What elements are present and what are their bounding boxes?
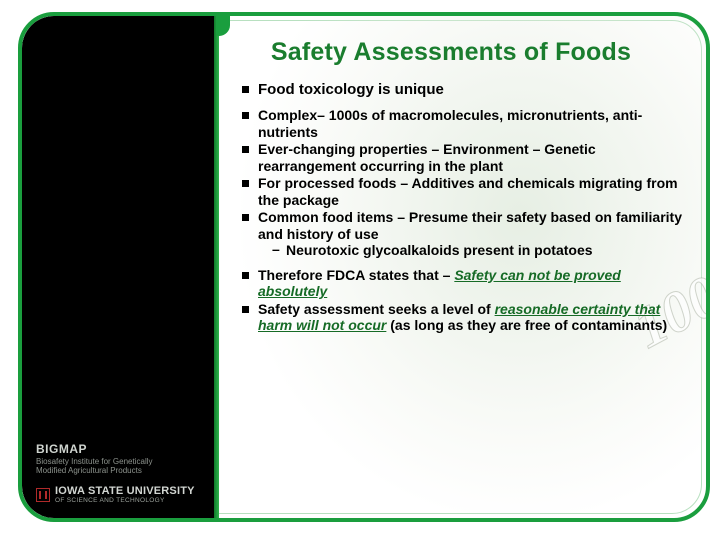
list-item: Complex– 1000s of macromolecules, micron… bbox=[242, 107, 686, 140]
list-item-text: Safety assessment seeks a level of bbox=[258, 301, 495, 317]
bigmap-sub-line2: Modified Agricultural Products bbox=[36, 466, 142, 475]
corner-notch bbox=[216, 16, 230, 36]
slide-frame: 100 BIGMAP Biosafety Institute for Genet… bbox=[18, 12, 710, 522]
list-item-text: Therefore FDCA states that – bbox=[258, 267, 454, 283]
list-item: Ever-changing properties – Environment –… bbox=[242, 141, 686, 174]
heading-bullet: Food toxicology is unique bbox=[242, 81, 686, 99]
bullet-group-b: Therefore FDCA states that – Safety can … bbox=[232, 267, 686, 334]
bigmap-subtitle: Biosafety Institute for Genetically Modi… bbox=[36, 457, 195, 475]
list-item: Therefore FDCA states that – Safety can … bbox=[242, 267, 686, 300]
bigmap-sub-line1: Biosafety Institute for Genetically bbox=[36, 457, 153, 466]
isu-logo-row: IOWA STATE UNIVERSITY OF SCIENCE AND TEC… bbox=[36, 485, 195, 504]
slide-title: Safety Assessments of Foods bbox=[232, 38, 686, 67]
list-item: Common food items – Presume their safety… bbox=[242, 209, 686, 259]
sub-bullet-list: Neurotoxic glycoalkaloids present in pot… bbox=[258, 242, 686, 259]
isu-subtitle: OF SCIENCE AND TECHNOLOGY bbox=[55, 497, 195, 504]
sub-list-item: Neurotoxic glycoalkaloids present in pot… bbox=[272, 242, 686, 259]
left-panel-edge bbox=[214, 16, 219, 518]
list-item: Safety assessment seeks a level of reaso… bbox=[242, 301, 686, 334]
left-panel: BIGMAP Biosafety Institute for Genetical… bbox=[22, 16, 214, 518]
isu-name: IOWA STATE UNIVERSITY bbox=[55, 485, 195, 497]
isu-mark-icon bbox=[36, 488, 50, 502]
list-item-text: Common food items – Presume their safety… bbox=[258, 209, 682, 242]
list-item-text: (as long as they are free of contaminant… bbox=[390, 317, 667, 333]
logo-block: BIGMAP Biosafety Institute for Genetical… bbox=[36, 442, 195, 504]
bullet-group-a: Complex– 1000s of macromolecules, micron… bbox=[232, 107, 686, 259]
isu-text-block: IOWA STATE UNIVERSITY OF SCIENCE AND TEC… bbox=[55, 485, 195, 504]
top-bullet-list: Food toxicology is unique bbox=[232, 81, 686, 99]
list-item: For processed foods – Additives and chem… bbox=[242, 175, 686, 208]
bigmap-logo-text: BIGMAP bbox=[36, 442, 195, 456]
content-area: Safety Assessments of Foods Food toxicol… bbox=[232, 38, 686, 502]
